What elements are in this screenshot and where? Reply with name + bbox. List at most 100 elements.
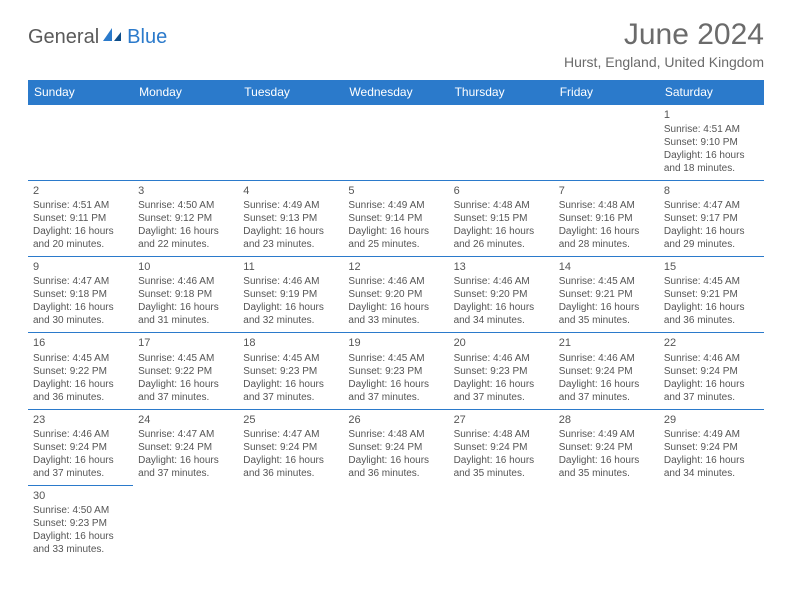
day-number: 17 — [138, 336, 233, 350]
day-number: 4 — [243, 184, 338, 198]
calendar-row: 9Sunrise: 4:47 AMSunset: 9:18 PMDaylight… — [28, 257, 764, 333]
day-info-line: Sunset: 9:15 PM — [454, 212, 549, 225]
day-info: Sunrise: 4:45 AMSunset: 9:23 PMDaylight:… — [348, 352, 443, 404]
day-info-line: Daylight: 16 hours — [138, 378, 233, 391]
day-info: Sunrise: 4:50 AMSunset: 9:12 PMDaylight:… — [138, 199, 233, 251]
day-info-line: and 37 minutes. — [348, 391, 443, 404]
calendar-cell: 24Sunrise: 4:47 AMSunset: 9:24 PMDayligh… — [133, 409, 238, 485]
day-number: 30 — [33, 489, 128, 503]
calendar-cell: 10Sunrise: 4:46 AMSunset: 9:18 PMDayligh… — [133, 257, 238, 333]
day-info-line: and 37 minutes. — [33, 467, 128, 480]
calendar-cell — [238, 485, 343, 561]
day-info-line: Sunrise: 4:49 AM — [348, 199, 443, 212]
calendar-cell: 20Sunrise: 4:46 AMSunset: 9:23 PMDayligh… — [449, 333, 554, 409]
day-info-line: Daylight: 16 hours — [559, 454, 654, 467]
day-number: 11 — [243, 260, 338, 274]
day-info-line: Daylight: 16 hours — [138, 301, 233, 314]
day-info-line: and 20 minutes. — [33, 238, 128, 251]
calendar-cell: 27Sunrise: 4:48 AMSunset: 9:24 PMDayligh… — [449, 409, 554, 485]
day-info: Sunrise: 4:49 AMSunset: 9:24 PMDaylight:… — [664, 428, 759, 480]
calendar-cell: 9Sunrise: 4:47 AMSunset: 9:18 PMDaylight… — [28, 257, 133, 333]
day-info: Sunrise: 4:48 AMSunset: 9:24 PMDaylight:… — [348, 428, 443, 480]
day-number: 3 — [138, 184, 233, 198]
day-info-line: and 37 minutes. — [138, 391, 233, 404]
day-info: Sunrise: 4:51 AMSunset: 9:11 PMDaylight:… — [33, 199, 128, 251]
day-info: Sunrise: 4:46 AMSunset: 9:20 PMDaylight:… — [348, 275, 443, 327]
day-info-line: Sunrise: 4:50 AM — [33, 504, 128, 517]
day-number: 13 — [454, 260, 549, 274]
day-info: Sunrise: 4:51 AMSunset: 9:10 PMDaylight:… — [664, 123, 759, 175]
day-info-line: Sunset: 9:13 PM — [243, 212, 338, 225]
day-info-line: Sunset: 9:24 PM — [454, 441, 549, 454]
day-info-line: Sunrise: 4:45 AM — [348, 352, 443, 365]
day-info-line: Sunrise: 4:48 AM — [454, 428, 549, 441]
day-info-line: Sunrise: 4:46 AM — [33, 428, 128, 441]
day-info: Sunrise: 4:47 AMSunset: 9:17 PMDaylight:… — [664, 199, 759, 251]
calendar-cell: 23Sunrise: 4:46 AMSunset: 9:24 PMDayligh… — [28, 409, 133, 485]
day-info-line: Sunrise: 4:46 AM — [348, 275, 443, 288]
day-info: Sunrise: 4:47 AMSunset: 9:18 PMDaylight:… — [33, 275, 128, 327]
day-info: Sunrise: 4:46 AMSunset: 9:20 PMDaylight:… — [454, 275, 549, 327]
day-info-line: Daylight: 16 hours — [243, 301, 338, 314]
day-info-line: and 37 minutes. — [454, 391, 549, 404]
day-info-line: Sunrise: 4:46 AM — [559, 352, 654, 365]
day-info-line: Sunrise: 4:45 AM — [243, 352, 338, 365]
calendar-cell: 1Sunrise: 4:51 AMSunset: 9:10 PMDaylight… — [659, 105, 764, 181]
calendar-cell: 13Sunrise: 4:46 AMSunset: 9:20 PMDayligh… — [449, 257, 554, 333]
day-info-line: Sunset: 9:21 PM — [664, 288, 759, 301]
day-info-line: Daylight: 16 hours — [33, 378, 128, 391]
day-info-line: Sunset: 9:23 PM — [33, 517, 128, 530]
day-info: Sunrise: 4:45 AMSunset: 9:21 PMDaylight:… — [559, 275, 654, 327]
day-number: 1 — [664, 108, 759, 122]
day-info-line: Sunrise: 4:49 AM — [559, 428, 654, 441]
calendar-cell — [554, 105, 659, 181]
day-info-line: Sunrise: 4:51 AM — [664, 123, 759, 136]
calendar-cell: 18Sunrise: 4:45 AMSunset: 9:23 PMDayligh… — [238, 333, 343, 409]
day-info-line: Daylight: 16 hours — [348, 378, 443, 391]
day-info-line: Sunrise: 4:48 AM — [454, 199, 549, 212]
day-info-line: and 33 minutes. — [348, 314, 443, 327]
day-number: 5 — [348, 184, 443, 198]
calendar-cell: 16Sunrise: 4:45 AMSunset: 9:22 PMDayligh… — [28, 333, 133, 409]
day-info-line: Sunset: 9:18 PM — [33, 288, 128, 301]
calendar-cell: 22Sunrise: 4:46 AMSunset: 9:24 PMDayligh… — [659, 333, 764, 409]
day-info-line: and 23 minutes. — [243, 238, 338, 251]
calendar-cell: 6Sunrise: 4:48 AMSunset: 9:15 PMDaylight… — [449, 180, 554, 256]
day-number: 20 — [454, 336, 549, 350]
day-info-line: Daylight: 16 hours — [664, 149, 759, 162]
calendar-row: 16Sunrise: 4:45 AMSunset: 9:22 PMDayligh… — [28, 333, 764, 409]
day-info-line: and 34 minutes. — [454, 314, 549, 327]
day-info-line: Sunset: 9:17 PM — [664, 212, 759, 225]
day-info-line: Daylight: 16 hours — [243, 454, 338, 467]
day-number: 10 — [138, 260, 233, 274]
day-info-line: Sunset: 9:20 PM — [454, 288, 549, 301]
day-info-line: and 36 minutes. — [33, 391, 128, 404]
day-number: 12 — [348, 260, 443, 274]
day-number: 7 — [559, 184, 654, 198]
calendar-row: 23Sunrise: 4:46 AMSunset: 9:24 PMDayligh… — [28, 409, 764, 485]
day-number: 8 — [664, 184, 759, 198]
day-info: Sunrise: 4:49 AMSunset: 9:13 PMDaylight:… — [243, 199, 338, 251]
day-info-line: Daylight: 16 hours — [664, 454, 759, 467]
weekday-header: Saturday — [659, 80, 764, 105]
calendar-cell: 17Sunrise: 4:45 AMSunset: 9:22 PMDayligh… — [133, 333, 238, 409]
day-info-line: Daylight: 16 hours — [348, 225, 443, 238]
calendar-cell — [449, 485, 554, 561]
calendar-cell — [133, 485, 238, 561]
day-info-line: Sunrise: 4:46 AM — [138, 275, 233, 288]
calendar-cell: 28Sunrise: 4:49 AMSunset: 9:24 PMDayligh… — [554, 409, 659, 485]
day-info-line: Sunset: 9:12 PM — [138, 212, 233, 225]
day-info: Sunrise: 4:45 AMSunset: 9:22 PMDaylight:… — [33, 352, 128, 404]
calendar-cell: 14Sunrise: 4:45 AMSunset: 9:21 PMDayligh… — [554, 257, 659, 333]
calendar-cell: 29Sunrise: 4:49 AMSunset: 9:24 PMDayligh… — [659, 409, 764, 485]
day-info-line: and 25 minutes. — [348, 238, 443, 251]
day-info: Sunrise: 4:50 AMSunset: 9:23 PMDaylight:… — [33, 504, 128, 556]
day-number: 19 — [348, 336, 443, 350]
calendar-cell: 5Sunrise: 4:49 AMSunset: 9:14 PMDaylight… — [343, 180, 448, 256]
day-info-line: Sunrise: 4:49 AM — [243, 199, 338, 212]
weekday-header: Thursday — [449, 80, 554, 105]
day-number: 24 — [138, 413, 233, 427]
day-number: 6 — [454, 184, 549, 198]
day-info-line: and 18 minutes. — [664, 162, 759, 175]
day-info: Sunrise: 4:46 AMSunset: 9:18 PMDaylight:… — [138, 275, 233, 327]
